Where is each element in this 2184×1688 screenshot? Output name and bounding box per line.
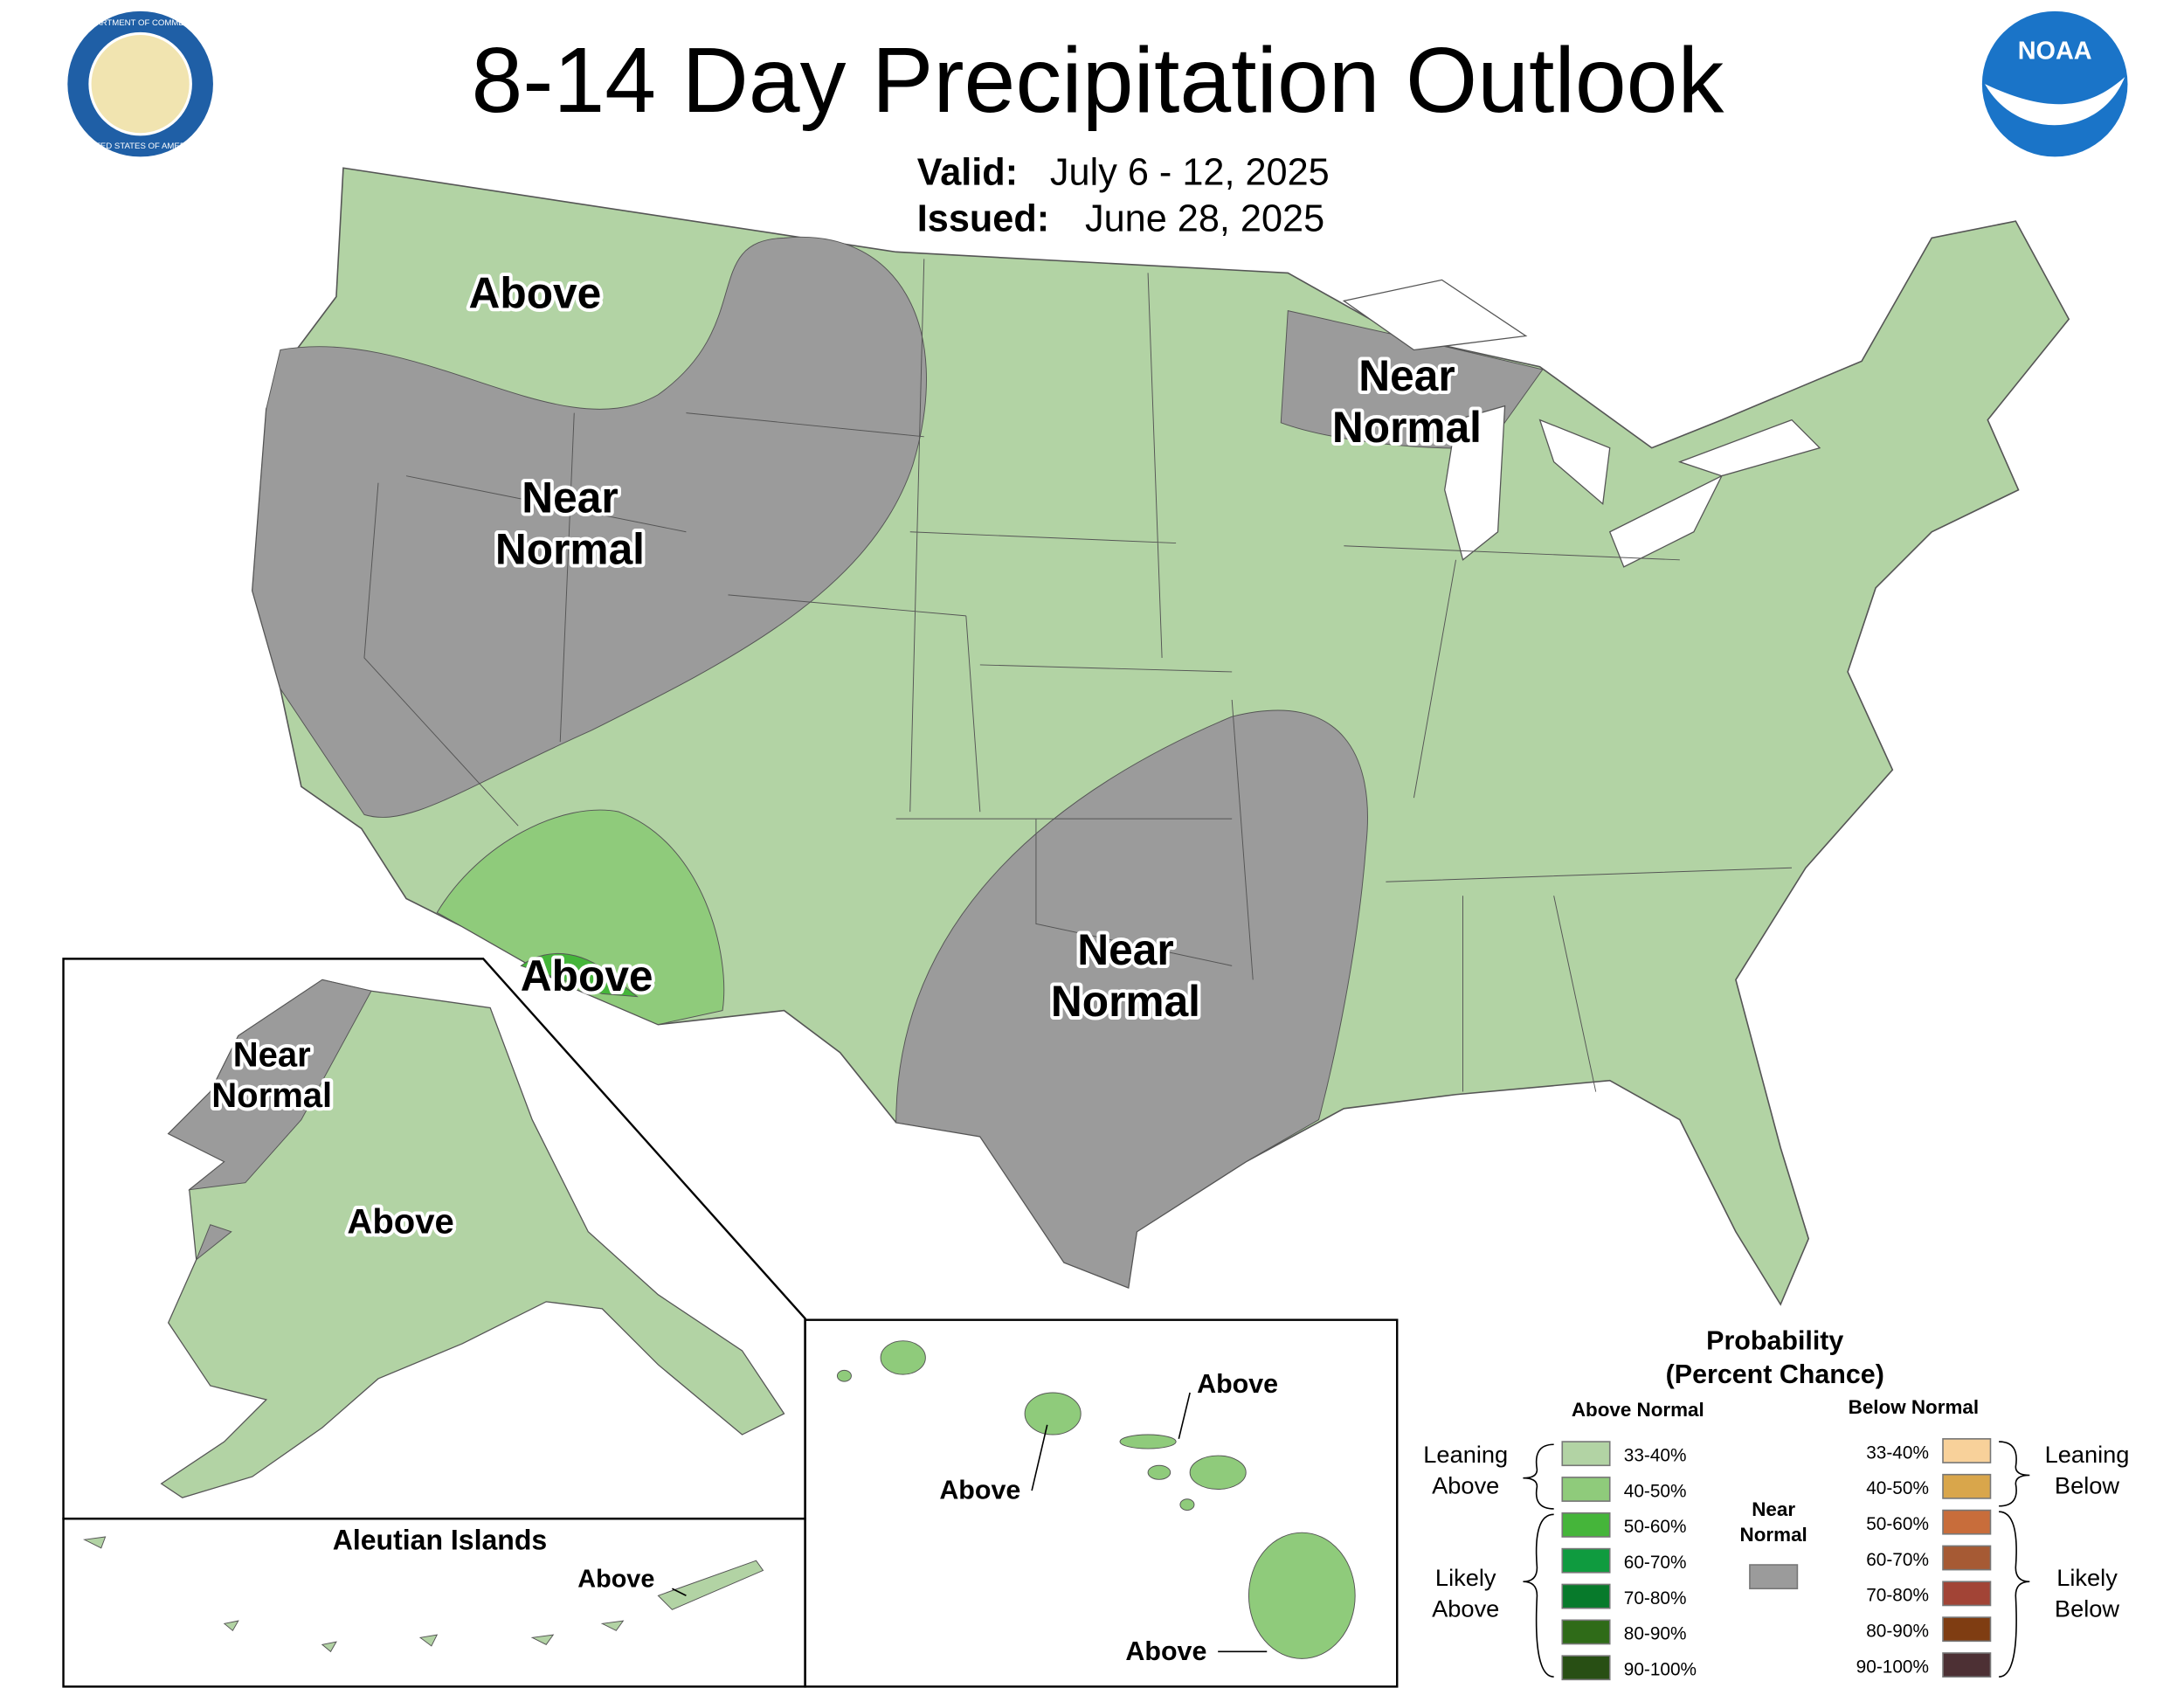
legend-swatch bbox=[1942, 1545, 1992, 1571]
legend-label: 90-100% bbox=[1856, 1657, 1929, 1677]
legend-label: 60-70% bbox=[1866, 1550, 1929, 1570]
near-normal-south bbox=[895, 709, 1368, 1289]
legend-label: 70-80% bbox=[1624, 1588, 1687, 1608]
region-label: Above bbox=[939, 1476, 1020, 1505]
hawaii-islands bbox=[836, 1340, 1356, 1659]
legend-heading: Above Normal bbox=[1572, 1399, 1704, 1421]
legend-label: 33-40% bbox=[1624, 1445, 1687, 1465]
title: 8-14 Day Precipitation Outlook bbox=[472, 29, 1725, 132]
region-label: Above bbox=[1125, 1636, 1206, 1666]
hawaii-leader-lines bbox=[672, 1392, 1268, 1653]
legend-swatch bbox=[1561, 1547, 1611, 1574]
legend-label: 80-90% bbox=[1866, 1622, 1929, 1642]
legend-swatch bbox=[1561, 1655, 1611, 1681]
great-lakes bbox=[1342, 279, 1821, 568]
aleutian-islands bbox=[82, 1536, 764, 1653]
legend-label: 90-100% bbox=[1624, 1660, 1697, 1680]
region-label: Above bbox=[577, 1566, 654, 1594]
above-50-60-southwest bbox=[520, 952, 639, 998]
valid-date: July 6 - 12, 2025 bbox=[1050, 151, 1330, 193]
legend-label: 33-40% bbox=[1866, 1442, 1929, 1463]
dynamic-content: 8-14 Day Precipitation Outlook Valid: July… bbox=[79, 18, 2130, 1681]
valid-label: Valid: bbox=[917, 151, 1018, 193]
legend-swatch bbox=[1942, 1616, 1992, 1643]
state-lines bbox=[363, 259, 1793, 1092]
legend-swatch bbox=[1561, 1441, 1611, 1467]
legend-label: 50-60% bbox=[1866, 1514, 1929, 1534]
region-label: Above bbox=[1197, 1369, 1278, 1399]
legend-group: Below bbox=[2055, 1595, 2119, 1622]
noaa-bird bbox=[1985, 77, 2125, 126]
legend-swatch bbox=[1942, 1581, 1992, 1607]
legend-title: (Percent Chance) bbox=[1666, 1359, 1884, 1389]
legend-group: Likely bbox=[2056, 1564, 2118, 1591]
region-label: Normal bbox=[1051, 977, 1200, 1026]
legend-swatch bbox=[1561, 1583, 1611, 1609]
legend-group: Above bbox=[1432, 1595, 1499, 1622]
seal-text: UNITED STATES OF AMERICA bbox=[80, 142, 200, 151]
noaa-logo bbox=[1981, 10, 2128, 157]
legend-swatch bbox=[1942, 1438, 1992, 1463]
inset-title: Aleutian Islands bbox=[333, 1524, 548, 1555]
legend-label: 70-80% bbox=[1866, 1586, 1929, 1606]
legend-label: Near bbox=[1752, 1498, 1795, 1520]
region-label: Above bbox=[347, 1202, 453, 1241]
legend-title: Probability bbox=[1706, 1325, 1843, 1355]
alaska-near-normal bbox=[167, 979, 372, 1262]
region-label: Near bbox=[522, 473, 618, 522]
legend-group: Leaning bbox=[1423, 1441, 1508, 1468]
region-label: Above bbox=[521, 951, 653, 1000]
issued-date: June 28, 2025 bbox=[1085, 197, 1324, 239]
legend-swatch bbox=[1561, 1512, 1611, 1538]
region-label: Near bbox=[1358, 351, 1455, 400]
issued-label: Issued: bbox=[917, 197, 1049, 239]
legend-label: 80-90% bbox=[1624, 1624, 1687, 1644]
legend-swatch bbox=[1749, 1564, 1799, 1590]
region-label: Above bbox=[469, 268, 602, 317]
seal-text: DEPARTMENT OF COMMERCE bbox=[79, 18, 202, 28]
legend-group: Likely bbox=[1435, 1564, 1496, 1591]
legend-label: 40-50% bbox=[1624, 1481, 1687, 1501]
legend-swatch bbox=[1942, 1652, 1992, 1678]
legend-group: Above bbox=[1432, 1471, 1499, 1498]
near-normal-west bbox=[252, 236, 927, 818]
doc-seal-center bbox=[88, 31, 192, 136]
legend-swatch bbox=[1561, 1619, 1611, 1645]
legend-swatch bbox=[1942, 1509, 1992, 1535]
legend-swatch bbox=[1942, 1473, 1992, 1499]
region-label: Near bbox=[1077, 925, 1173, 974]
region-label: Normal bbox=[495, 525, 645, 574]
above-40-50-southwest bbox=[436, 809, 725, 1026]
hawaii-frame bbox=[804, 1318, 1399, 1688]
region-label: Near bbox=[233, 1036, 311, 1075]
legend-label: 40-50% bbox=[1866, 1478, 1929, 1498]
legend-label: 50-60% bbox=[1624, 1517, 1687, 1537]
legend-group: Leaning bbox=[2045, 1441, 2130, 1468]
legend-label: Normal bbox=[1740, 1524, 1807, 1546]
legend-braces bbox=[1523, 1441, 2030, 1678]
region-label: Normal bbox=[1332, 403, 1482, 452]
legend-label: 60-70% bbox=[1624, 1553, 1687, 1573]
legend-heading: Below Normal bbox=[1849, 1396, 1979, 1418]
legend-group: Below bbox=[2055, 1471, 2119, 1498]
legend-swatch bbox=[1561, 1477, 1611, 1502]
noaa-text: NOAA bbox=[2018, 37, 2092, 65]
region-label: Normal bbox=[211, 1076, 332, 1115]
